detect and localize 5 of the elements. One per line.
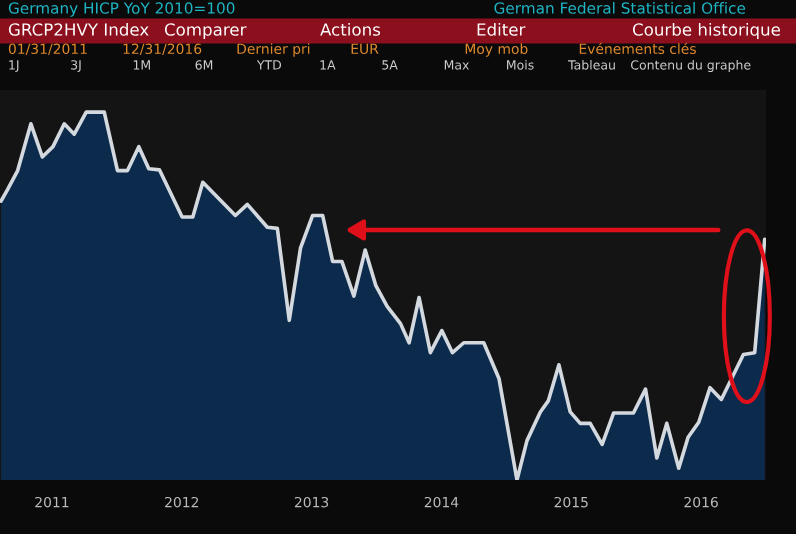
text: Actions (320, 22, 381, 36)
text: GRCP2HVY Index (8, 22, 149, 36)
text: Editer (477, 22, 526, 36)
text: Courbe historique (632, 22, 781, 40)
text: Comparer (164, 23, 247, 40)
